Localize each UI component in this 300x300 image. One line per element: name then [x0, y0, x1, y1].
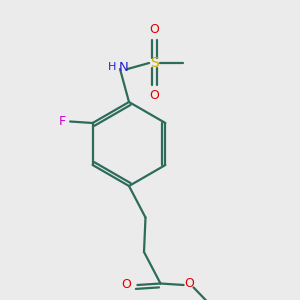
- Text: N: N: [119, 61, 129, 74]
- Text: S: S: [150, 56, 159, 70]
- Text: O: O: [150, 22, 159, 36]
- Text: F: F: [59, 115, 66, 128]
- Text: O: O: [150, 89, 159, 102]
- Text: O: O: [185, 277, 194, 290]
- Text: O: O: [122, 278, 131, 292]
- Text: H: H: [108, 62, 117, 73]
